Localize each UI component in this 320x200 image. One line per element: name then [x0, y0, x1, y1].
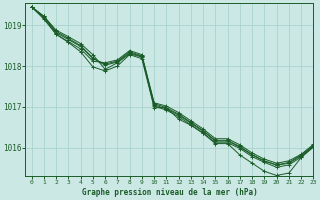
- X-axis label: Graphe pression niveau de la mer (hPa): Graphe pression niveau de la mer (hPa): [82, 188, 257, 197]
